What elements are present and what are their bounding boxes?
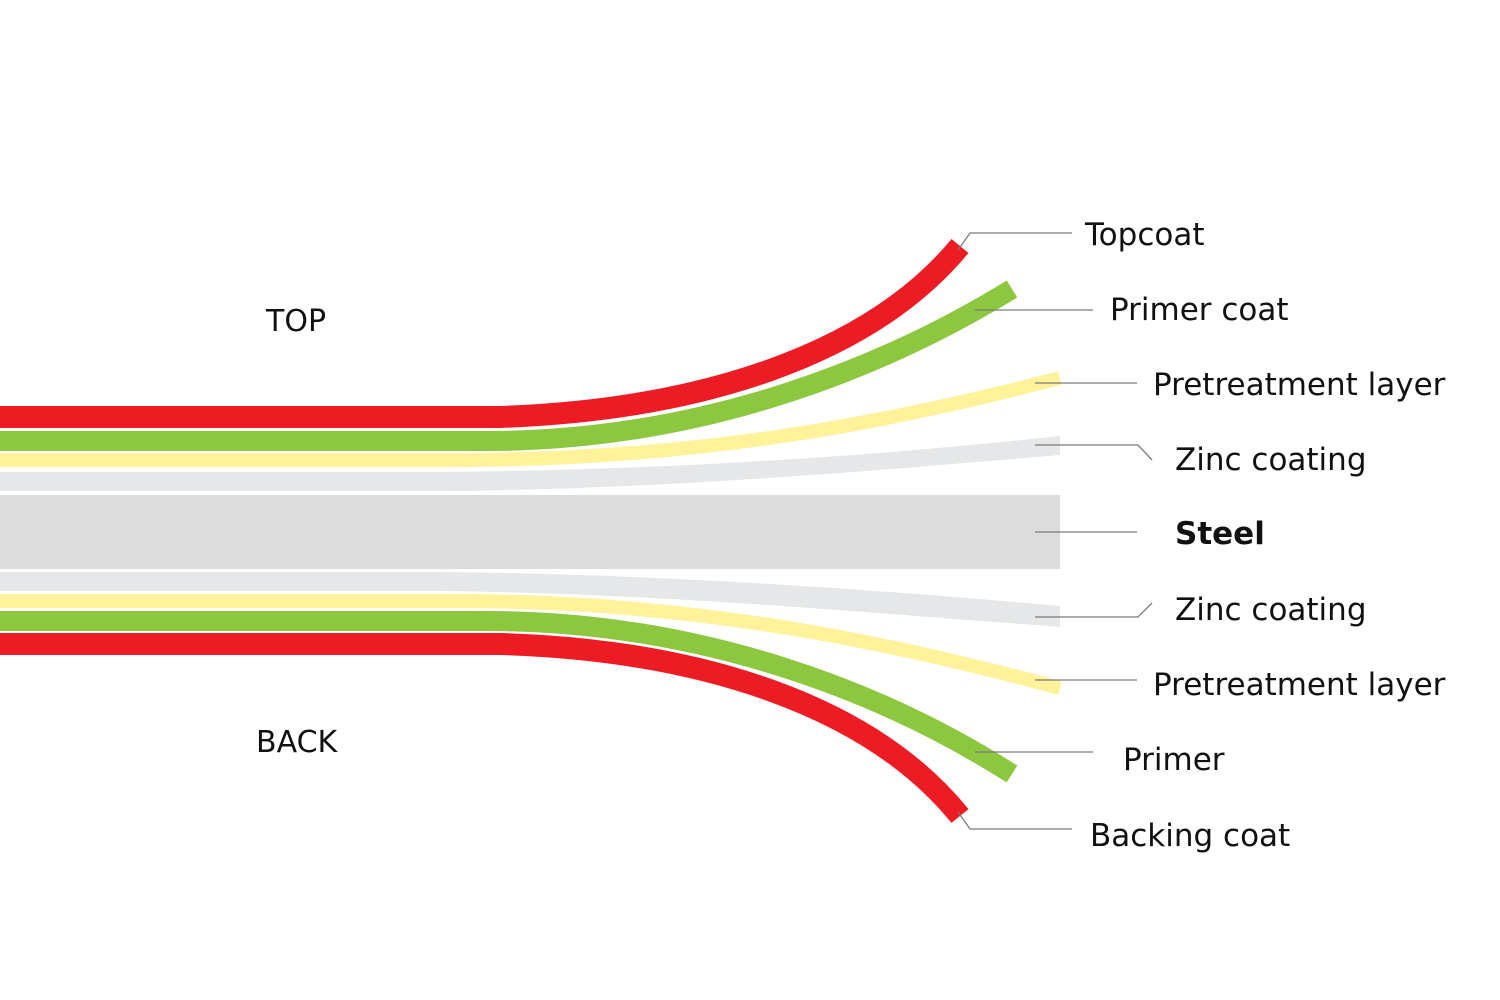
- topcoat-stripe: [0, 238, 969, 428]
- back-side-label: BACK: [256, 725, 339, 760]
- steel-core: [0, 495, 1060, 569]
- zinc-back-leader-line: [1035, 602, 1153, 618]
- zinc-coating-top-layer: [0, 436, 1060, 491]
- primer-back-stripe: [0, 611, 1018, 783]
- zinc-back-label: Zinc coating: [1175, 592, 1367, 628]
- primer-back-label: Primer: [1123, 742, 1225, 778]
- top-side-label: TOP: [265, 304, 326, 339]
- steel-label: Steel: [1175, 516, 1265, 552]
- backing-coat-label: Backing coat: [1090, 818, 1290, 854]
- pretreatment-layer-top-stripe: [0, 371, 1062, 467]
- topcoat-leader-line: [957, 232, 1072, 251]
- primer-coat-label: Primer coat: [1110, 292, 1289, 328]
- zinc-top-leader-line: [1035, 444, 1153, 461]
- backing-coat-stripe: [0, 633, 969, 823]
- backing-coat-leader-line: [957, 811, 1072, 830]
- zinc-top-label: Zinc coating: [1175, 442, 1367, 478]
- pretreatment-back-label: Pretreatment layer: [1153, 667, 1446, 703]
- primer-coat-top-stripe: [0, 280, 1018, 451]
- pretreatment-layer-back-stripe: [0, 594, 1062, 695]
- topcoat-label: Topcoat: [1084, 217, 1204, 253]
- zinc-coating-back-layer: [0, 572, 1060, 627]
- pretreatment-top-label: Pretreatment layer: [1153, 367, 1446, 403]
